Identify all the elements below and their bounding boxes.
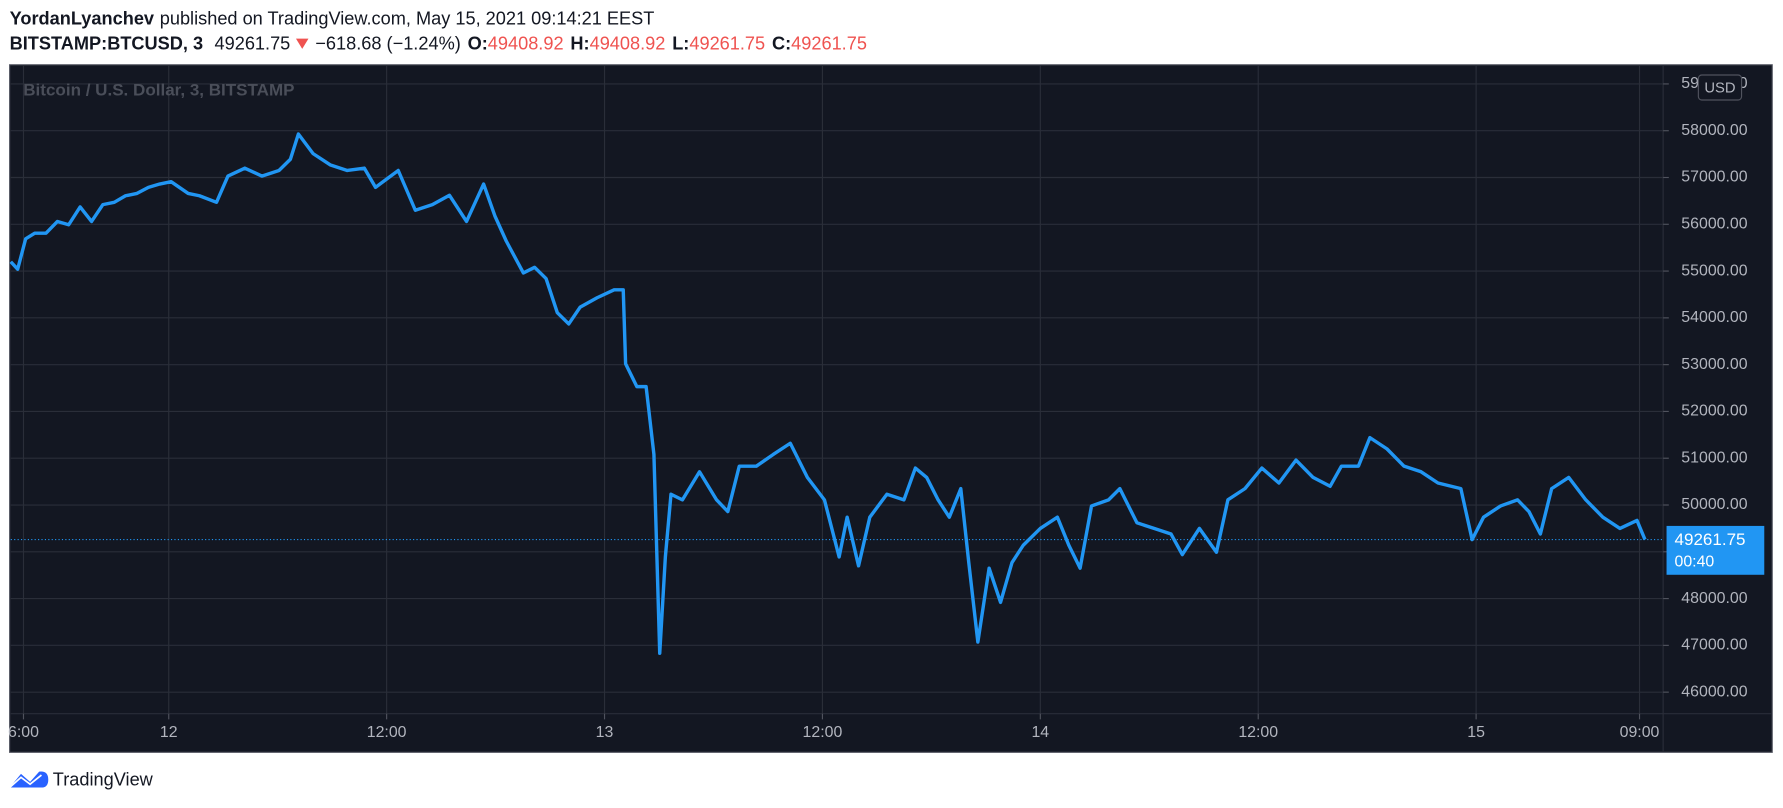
last-price-label: 49261.75 — [1674, 530, 1745, 549]
chart-panel — [9, 64, 1773, 753]
author: YordanLyanchev — [10, 8, 155, 28]
brand-logo — [9, 771, 49, 789]
grid — [10, 65, 1664, 714]
close-label: C: — [772, 33, 791, 53]
open-value: 49408.92 — [488, 33, 564, 53]
y-tick-label: 46000.00 — [1681, 683, 1747, 700]
y-tick-label: 52000.00 — [1681, 403, 1747, 420]
high-value: 49408.92 — [590, 33, 666, 53]
y-tick-label: 53000.00 — [1681, 356, 1747, 373]
x-tick-label: 6:00 — [8, 724, 39, 741]
y-tick-label: 51000.00 — [1681, 449, 1747, 466]
y-tick-label: 50000.00 — [1681, 496, 1747, 513]
open-label: O: — [468, 33, 488, 53]
change: −618.68 (−1.24%) — [315, 33, 460, 53]
last-price: 49261.75 — [214, 33, 290, 53]
high-label: H: — [570, 33, 589, 53]
y-tick-label: 56000.00 — [1681, 215, 1747, 232]
x-tick-label: 13 — [596, 724, 614, 741]
countdown: 00:40 — [1674, 553, 1714, 570]
currency: USD — [1704, 81, 1735, 97]
header-line-1: YordanLyanchev published on TradingView.c… — [10, 8, 655, 28]
logo-cloud — [9, 771, 49, 788]
y-tick-label: 55000.00 — [1681, 262, 1747, 279]
brand: TradingView — [53, 770, 154, 790]
symbol: BITSTAMP:BTCUSD, 3 — [10, 33, 204, 53]
x-tick-label: 12:00 — [367, 724, 407, 741]
low-value: 49261.75 — [689, 33, 765, 53]
x-tick-label: 15 — [1467, 724, 1485, 741]
logo-line — [9, 774, 42, 789]
y-tick-label: 47000.00 — [1681, 637, 1747, 654]
y-tick-label: 57000.00 — [1681, 169, 1747, 186]
close-value: 49261.75 — [791, 33, 867, 53]
watermark-title: Bitcoin / U.S. Dollar, 3, BITSTAMP — [23, 80, 294, 99]
y-tick-label: 58000.00 — [1681, 122, 1747, 139]
price-line — [9, 132, 1647, 656]
low-label: L: — [672, 33, 689, 53]
down-arrow — [295, 38, 309, 49]
last-price-badge — [1666, 525, 1765, 575]
x-tick-label: 09:00 — [1620, 724, 1660, 741]
x-tick-label: 12:00 — [1238, 724, 1278, 741]
y-tick-label: 48000.00 — [1681, 590, 1747, 607]
x-tick-label: 12:00 — [803, 724, 843, 741]
published: published on TradingView.com, May 15, 20… — [160, 8, 655, 28]
axes: 46000.0047000.0048000.0049000.0050000.00… — [8, 75, 1765, 741]
plot — [9, 132, 1664, 656]
header-line-2: BITSTAMP:BTCUSD, 3 49261.75 −618.68 (−1.24… — [10, 33, 867, 53]
y-tick-label: 54000.00 — [1681, 309, 1747, 326]
x-tick-label: 14 — [1031, 724, 1049, 741]
currency-badge — [1697, 74, 1743, 101]
x-tick-label: 12 — [160, 724, 178, 741]
